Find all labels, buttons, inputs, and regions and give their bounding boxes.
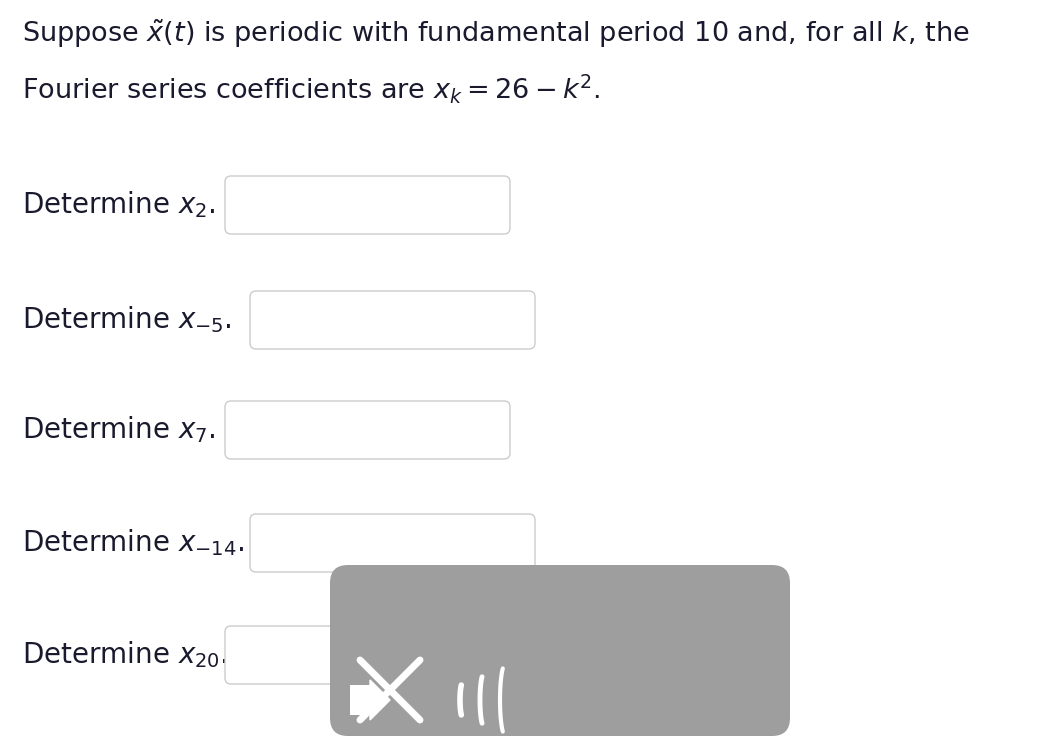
FancyBboxPatch shape	[330, 565, 790, 736]
FancyBboxPatch shape	[250, 291, 535, 349]
Text: Determine $x_7$.: Determine $x_7$.	[22, 414, 215, 445]
FancyBboxPatch shape	[250, 514, 535, 572]
FancyBboxPatch shape	[225, 626, 355, 684]
Text: Determine $x_{20}$.: Determine $x_{20}$.	[22, 640, 228, 670]
Text: Determine $x_2$.: Determine $x_2$.	[22, 190, 215, 220]
Text: Suppose $\tilde{x}(t)$ is periodic with fundamental period 10 and, for all $k$, : Suppose $\tilde{x}(t)$ is periodic with …	[22, 18, 970, 50]
Bar	[350, 685, 372, 715]
FancyBboxPatch shape	[225, 401, 510, 459]
Polygon shape	[370, 680, 390, 720]
Text: Determine $x_{-5}$.: Determine $x_{-5}$.	[22, 305, 232, 336]
FancyBboxPatch shape	[225, 176, 510, 234]
Text: Determine $x_{-14}$.: Determine $x_{-14}$.	[22, 528, 244, 559]
Text: Fourier series coefficients are $x_k = 26 - k^2$.: Fourier series coefficients are $x_k = 2…	[22, 72, 600, 105]
